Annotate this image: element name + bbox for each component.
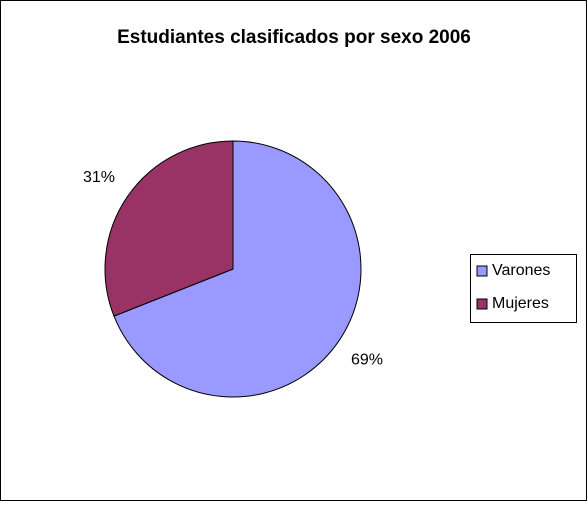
legend-label: Mujeres [492, 295, 549, 312]
legend-box [470, 254, 577, 323]
legend-swatch [476, 298, 488, 310]
legend-swatch [476, 265, 488, 277]
legend-label: Varones [492, 262, 550, 279]
pie-slice [113, 140, 362, 398]
pie-slice [104, 140, 234, 317]
data-label: 69% [351, 351, 383, 368]
chart-title: Estudiantes clasificados por sexo 2006 [117, 27, 471, 48]
data-label: 31% [83, 169, 115, 186]
